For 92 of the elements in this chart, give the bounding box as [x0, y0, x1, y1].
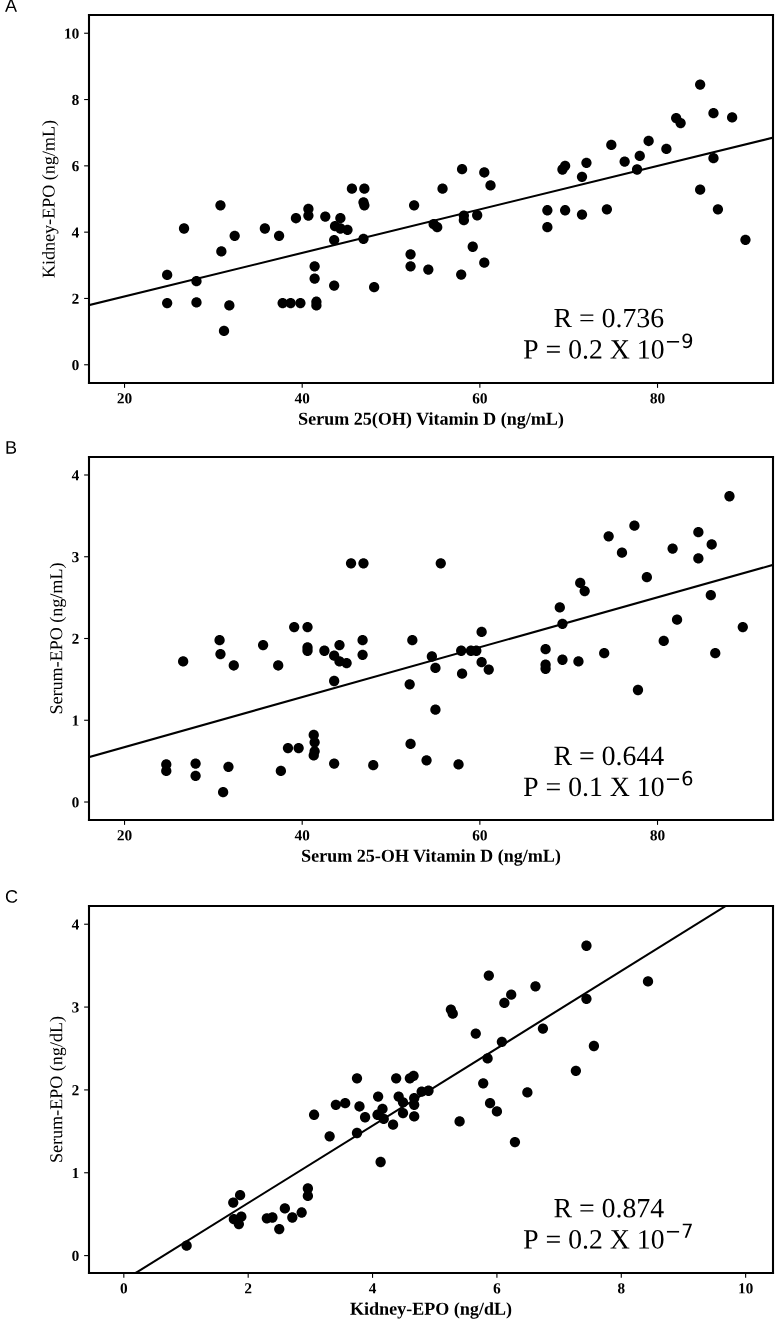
x-axis-title: Kidney-EPO (ng/dL): [350, 1302, 512, 1319]
y-tick-label: 6: [72, 161, 79, 172]
y-tick-label: 2: [72, 1085, 79, 1096]
point: [483, 970, 494, 981]
y-tick-label: 8: [72, 94, 79, 105]
point: [423, 1085, 434, 1096]
point: [506, 989, 517, 1000]
point: [408, 1070, 419, 1081]
point: [287, 1212, 298, 1223]
x-axis-title: Serum 25-OH Vitamin D (ng/mL): [302, 849, 561, 866]
point: [234, 1189, 246, 1201]
chart-title: A: [5, 0, 18, 12]
point: [330, 1099, 342, 1110]
point: [375, 1156, 386, 1168]
y-axis-title: Kidney-EPO (ng/mL): [42, 120, 59, 278]
point: [351, 1073, 363, 1084]
point: [509, 1136, 521, 1148]
annotation: P = 0.2 X 10$^{−9}$: [523, 333, 693, 359]
annotation: P = 0.1 X 10$^{−6}$: [523, 770, 693, 797]
point: [409, 1111, 420, 1122]
y-tick-label: 4: [71, 470, 79, 481]
y-tick-label: 4: [71, 919, 79, 930]
point: [354, 1101, 365, 1112]
point: [642, 976, 654, 987]
point: [324, 1131, 335, 1142]
point: [378, 1113, 389, 1125]
point: [359, 1112, 371, 1123]
point: [470, 1028, 481, 1039]
x-tick-label: 80: [650, 393, 665, 404]
point: [267, 1212, 278, 1223]
point: [447, 1008, 458, 1019]
point: [588, 1040, 600, 1052]
x-tick-label: 20: [117, 830, 132, 841]
point: [340, 1098, 351, 1109]
chart-title: B: [6, 441, 17, 454]
x-tick-label: 6: [493, 1283, 501, 1294]
x-tick-label: 0: [120, 1283, 128, 1294]
point: [308, 1109, 320, 1120]
x-tick-label: 80: [650, 830, 665, 841]
point: [228, 1197, 239, 1208]
y-tick-label: 1: [72, 1167, 79, 1179]
x-tick-label: 20: [117, 393, 132, 404]
y-tick-label: 2: [72, 633, 79, 644]
y-axis-title: Serum-EPO (ng/dL): [49, 1016, 67, 1162]
y-tick-label: 0: [72, 1250, 79, 1262]
x-tick-label: 2: [245, 1283, 252, 1294]
point: [351, 1127, 363, 1139]
x-tick-label: 40: [294, 393, 310, 404]
point: [522, 1087, 533, 1098]
point: [499, 997, 510, 1009]
x-tick-label: 60: [472, 830, 487, 841]
y-tick-label: 2: [72, 293, 79, 304]
point: [530, 981, 541, 992]
point: [397, 1097, 409, 1108]
point: [387, 1119, 399, 1130]
y-tick-label: 10: [65, 28, 79, 39]
point: [482, 1053, 493, 1064]
x-axis-title: Serum 25(OH) Vitamin D (ng/mL): [299, 412, 564, 429]
x-tick-label: 60: [472, 393, 487, 404]
point: [491, 1106, 503, 1117]
x-tick-label: 4: [368, 1283, 377, 1294]
point: [391, 1073, 402, 1084]
point: [274, 1223, 285, 1235]
point: [581, 993, 592, 1004]
annotation: R = 0.644: [554, 746, 664, 766]
x-tick-label: 8: [617, 1283, 625, 1294]
point: [570, 1065, 582, 1077]
point: [377, 1103, 388, 1115]
point: [454, 1116, 465, 1127]
point: [373, 1091, 384, 1102]
y-tick-label: 4: [71, 227, 79, 238]
y-tick-label: 0: [72, 359, 79, 371]
y-tick-label: 3: [72, 551, 79, 563]
x-tick-label: 10: [739, 1283, 753, 1294]
point: [279, 1203, 291, 1214]
y-tick-label: 3: [72, 1002, 79, 1013]
point: [496, 1036, 508, 1048]
point: [537, 1023, 549, 1034]
point: [484, 1098, 496, 1109]
x-tick-label: 40: [294, 830, 310, 841]
point: [581, 940, 592, 951]
y-tick-label: 1: [72, 715, 79, 726]
annotation: R = 0.874: [554, 1198, 664, 1218]
y-tick-label: 0: [72, 797, 79, 808]
y-axis-title: Serum-EPO (ng/mL): [49, 563, 67, 714]
point: [397, 1107, 409, 1119]
annotation: R = 0.736: [554, 308, 664, 328]
point: [296, 1207, 307, 1218]
annotation: P = 0.2 X 10$^{−7}$: [523, 1223, 692, 1249]
point: [478, 1078, 489, 1089]
point: [181, 1240, 192, 1251]
chart-title: C: [5, 890, 18, 903]
